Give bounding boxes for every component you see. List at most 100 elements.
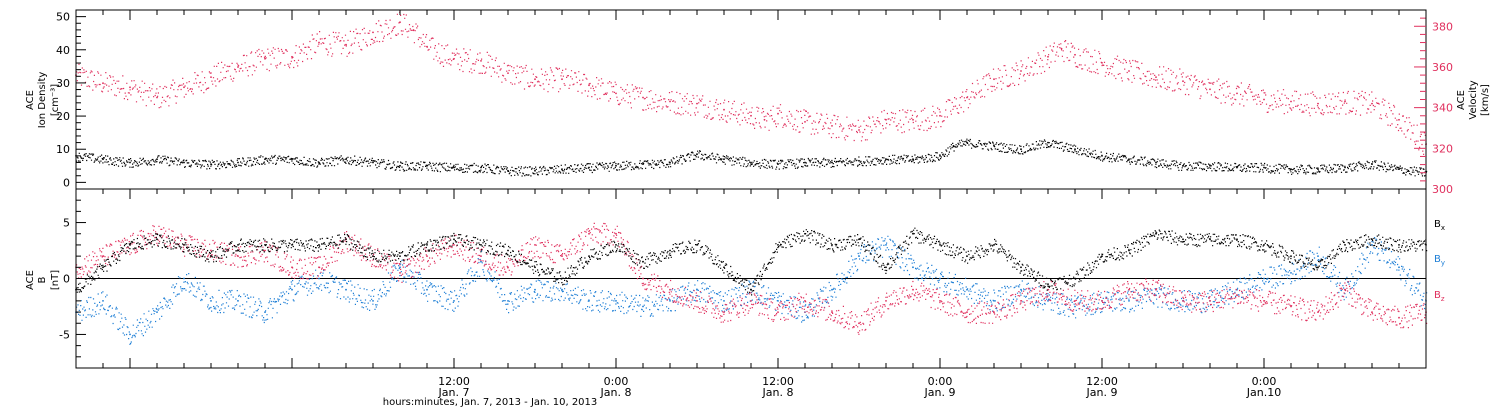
velocity-point [1236,92,1238,95]
bz-point [210,249,212,252]
density-tick-label: 10 [56,143,70,156]
by-point [129,333,131,336]
density-point [1236,166,1238,169]
by-point [507,300,509,302]
by-point [399,266,401,269]
density-point [453,166,455,169]
bx-point [318,244,320,246]
density-point [1155,161,1157,164]
by-point [1074,305,1076,308]
legend-bz: Bz [1434,290,1445,303]
velocity-point [291,55,293,58]
bx-point [561,277,563,280]
velocity-point [1155,76,1157,78]
velocity-point [264,57,266,60]
density-points [75,138,1428,177]
bx-point [642,260,644,263]
by-point [1371,244,1373,246]
bx-point [102,266,104,269]
velocity-point [1060,47,1063,50]
bx-point [345,238,347,241]
by-point [885,244,887,246]
bz-point [912,288,914,291]
by-point [1020,288,1022,291]
density-point [399,164,401,167]
bx-point [129,244,131,246]
bx-points [75,227,1428,296]
bx-point [480,244,482,246]
bx-scatter [76,227,1428,296]
velocity-point [426,45,428,48]
bz-point [1398,316,1400,319]
velocity-point [750,114,752,117]
bx-point [291,244,293,246]
by-point [1290,272,1292,274]
by-point [453,300,455,302]
bz-point [885,300,887,302]
by-point [372,300,374,302]
bx-point [1155,232,1157,235]
velocity-tick-label: 360 [1432,61,1453,74]
b-axis-label-line1: ACE [25,270,36,290]
time-tick-label-date: Jan. 8 [762,386,794,399]
bz-point [102,255,104,257]
bz-point [1290,305,1292,308]
velocity-point [1128,70,1130,72]
density-point [291,158,293,161]
velocity-point [763,118,766,121]
bz-point [561,255,563,257]
time-tick-label-time: 12:00 [762,375,794,388]
by-point [561,288,563,291]
density-point [237,161,239,164]
bx-point [966,255,968,257]
density-point [723,158,725,161]
bx-point [264,244,266,246]
by-point [993,300,995,302]
by-point [426,288,428,291]
density-point [1074,148,1076,151]
bz-point [615,232,617,235]
bx-point [453,238,455,241]
density-point [264,158,266,161]
density-point [210,163,212,166]
velocity-point [912,118,914,121]
density-point [129,161,131,164]
bottom-panel-marks [75,222,1428,345]
velocity-point [129,86,131,89]
density-point [372,161,374,164]
time-tick-label-date: Jan. 9 [924,386,956,399]
velocity-point [345,43,347,46]
bz-point [1317,311,1319,313]
velocity-points [75,11,1427,155]
by-point [291,288,293,291]
by-point [1128,300,1130,302]
density-tick-label: 30 [56,77,70,90]
b-axis-label-line3: [nT] [50,270,61,290]
density-tick-label: 40 [56,44,70,57]
bx-point [885,266,887,269]
density-scatter [76,138,1428,177]
time-tick-label-date: Jan. 7 [438,386,470,399]
time-tick-label-date: Jan. 9 [1086,386,1118,399]
bz-point [1209,300,1211,302]
by-point [858,255,860,257]
by-point [1317,255,1319,257]
bx-point [372,255,374,257]
density-point [966,141,968,144]
b-tick-label: 5 [63,217,70,230]
bx-point [1371,238,1373,241]
velocity-point [669,100,671,103]
density-tick-label: 0 [63,176,70,189]
velocity-point [1371,102,1373,105]
density-point [1209,164,1211,167]
top-right-axis-ticks: 300 320 340 360 380 [1414,17,1453,196]
bottom-axis-ticks: -5 0 5 [59,199,86,358]
time-tick-label-time: 0:00 [1252,375,1277,388]
density-point [912,158,914,161]
bz-point [507,266,509,269]
legend-by: By [1434,254,1445,267]
by-point [480,260,482,263]
bx-point [1290,255,1292,257]
bx-point [723,266,725,269]
time-tick-label-time: 12:00 [438,375,470,388]
